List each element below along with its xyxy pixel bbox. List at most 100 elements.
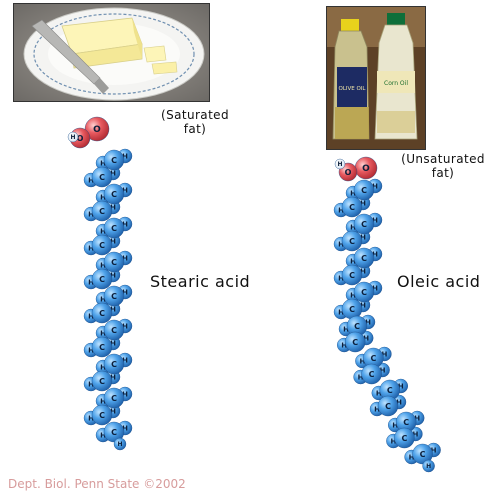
hydrogen-atom-letter: H (359, 357, 365, 365)
hydrogen-atom-letter: H (88, 210, 94, 218)
hydrogen-atom-letter: H (376, 389, 382, 397)
hydrogen-atom-letter: H (100, 431, 106, 439)
hydrogen-atom-letter: H (100, 193, 106, 201)
carbon-atom (353, 281, 375, 303)
carbon-atom (353, 213, 375, 235)
corn-oil-label (377, 71, 415, 93)
carbon-atom (91, 404, 113, 426)
carbon-atom (91, 336, 113, 358)
carbon-atom (103, 285, 125, 307)
carbon-atom-letter: C (111, 428, 117, 437)
carbon-atom-letter: C (111, 394, 117, 403)
hydrogen-atom-letter: H (374, 405, 380, 413)
hydrogen-atom-letter: H (110, 203, 116, 211)
carbon-atom-letter: C (361, 220, 367, 229)
unsaturated-fat-caption: (Unsaturated fat) (401, 152, 485, 180)
hydrogen-atom-letter: H (100, 363, 106, 371)
carbon-atom (91, 234, 113, 256)
carbon-atom-letter: C (99, 275, 105, 284)
carbon-atom-letter: C (99, 173, 105, 182)
carbon-atom (103, 251, 125, 273)
hydrogen-atom-letter: H (341, 341, 347, 349)
hydrogen-atom-letter: H (372, 250, 378, 258)
hydrogen-atom-letter: H (122, 424, 128, 432)
carbon-atom (103, 353, 125, 375)
carbon-atom-letter: C (111, 360, 117, 369)
hydrogen-atom-letter: H (350, 257, 356, 265)
hydrogen-atom-letter: H (110, 271, 116, 279)
oxygen-atom-letter: O (362, 164, 370, 174)
carbon-atom (103, 149, 125, 171)
olive-oil-cap (341, 19, 359, 31)
carbon-atom (103, 183, 125, 205)
butter-photo (13, 3, 210, 102)
carbon-atom (103, 387, 125, 409)
hydrogen-atom (422, 459, 435, 473)
hydrogen-atom-letter: H (88, 380, 94, 388)
carbon-atom-letter: C (111, 258, 117, 267)
hydrogen-atom-letter: H (88, 414, 94, 422)
carbon-atom (91, 200, 113, 222)
carbon-atom-letter: C (99, 207, 105, 216)
hydrogen-atom-letter: H (122, 322, 128, 330)
hydrogen-atom-letter: H (110, 407, 116, 415)
hydrogen-atom-letter: H (372, 182, 378, 190)
hydroxyl-hydrogen (67, 131, 79, 143)
hydrogen-atom-letter: H (88, 176, 94, 184)
hydrogen-atom-letter: H (358, 373, 364, 381)
carbon-atom-letter: C (403, 418, 409, 427)
hydrogen-atom-letter: H (122, 186, 128, 194)
hydrogen-atom-letter: H (398, 382, 404, 390)
hydrogen-atom-letter: H (88, 312, 94, 320)
oil-bottles-illustration: OLIVE OIL Corn Oil (327, 7, 425, 149)
hydrogen-atom-letter: H (396, 398, 402, 406)
hydrogen-atom-letter: H (88, 278, 94, 286)
carbon-atom (341, 264, 363, 286)
hydroxyl-hydrogen-letter: H (337, 161, 342, 168)
hydrogen-atom-letter: H (110, 339, 116, 347)
carbon-atom (103, 319, 125, 341)
hydrogen-atom-letter: H (350, 291, 356, 299)
hydrogen-atom-letter: H (88, 346, 94, 354)
carbon-atom-letter: C (361, 186, 367, 195)
hydrogen-atom-letter: H (100, 227, 106, 235)
carbon-atom-letter: C (99, 343, 105, 352)
carbon-atom (353, 179, 375, 201)
saturated-fat-caption: (Saturated fat) (161, 108, 229, 136)
carbon-atom-letter: C (361, 288, 367, 297)
oxygen-atom-letter: O (77, 134, 84, 143)
carbon-atom (345, 331, 366, 353)
hydrogen-atom-letter: H (380, 366, 386, 374)
hydrogen-atom-letter: H (110, 237, 116, 245)
carbon-atom (394, 427, 415, 449)
hydrogen-atom-letter: H (100, 159, 106, 167)
stearic-acid-model: HHHHHHHHHHHHHHHHHHHHHHHHHHHHHHHHHHCCCCCC… (67, 116, 133, 451)
carbon-atom (341, 196, 363, 218)
hydrogen-atom-letter: H (363, 334, 369, 342)
hydrogen-atom-letter: H (350, 189, 356, 197)
carbon-atom-letter: C (354, 322, 360, 331)
credit-line: Dept. Biol. Penn State ©2002 (8, 477, 186, 491)
hydrogen-atom-letter: H (431, 446, 437, 454)
hydroxyl-hydrogen-letter: H (70, 134, 75, 141)
corn-oil-label-text: Corn Oil (384, 80, 408, 87)
hydroxyl-hydrogen (334, 158, 346, 170)
hydrogen-atom-letter: H (110, 305, 116, 313)
carbon-atom-letter: C (385, 402, 391, 411)
corn-oil-cap (387, 13, 405, 25)
carbon-atom (103, 421, 125, 443)
stearic-acid-label: Stearic acid (150, 272, 251, 291)
hydrogen-atom-letter: H (122, 356, 128, 364)
carbon-atom-letter: C (349, 203, 355, 212)
hydrogen-atom-letter: H (360, 199, 366, 207)
butter-illustration (14, 4, 209, 101)
carbon-atom (377, 395, 399, 417)
carbon-atom-letter: C (387, 386, 393, 395)
hydrogen-atom-letter: H (110, 373, 116, 381)
oxygen-atom (84, 116, 110, 142)
hydrogen-atom-letter: H (122, 288, 128, 296)
hydrogen-atom-letter: H (392, 421, 398, 429)
carbon-atom-letter: C (401, 434, 407, 443)
